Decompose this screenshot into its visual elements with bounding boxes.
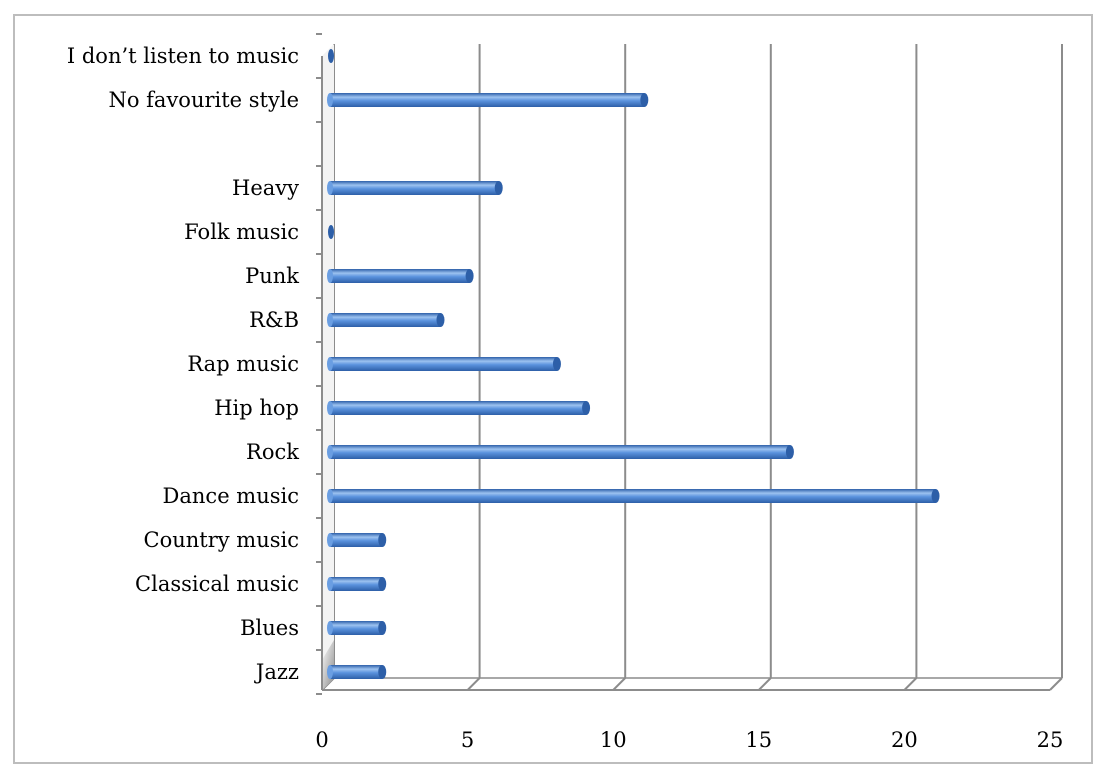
bar [327, 621, 387, 635]
bar-start-cap [327, 665, 333, 679]
bar-end-cap [378, 533, 387, 547]
category-label: Folk music [184, 220, 299, 244]
gridline-depth [612, 677, 626, 691]
x-tick-label: 10 [600, 728, 627, 752]
category-label: R&B [249, 308, 299, 332]
x-tick-label: 20 [891, 728, 918, 752]
category-label: Jazz [254, 660, 299, 684]
bar-zero-cap [328, 225, 334, 239]
category-label: Heavy [232, 176, 299, 200]
bar-start-cap [327, 533, 333, 547]
bar-end-cap [465, 269, 474, 283]
bar-body [330, 313, 441, 327]
category-label: Country music [144, 528, 299, 552]
bar-end-cap [378, 621, 387, 635]
category-label: Classical music [135, 572, 299, 596]
bar [327, 489, 940, 503]
category-label: I don’t listen to music [67, 44, 299, 68]
gridline-depth [1049, 677, 1063, 691]
bar-end-cap [582, 401, 591, 415]
bar-body [330, 533, 383, 547]
bar-end-cap [378, 665, 387, 679]
category-label: Blues [240, 616, 299, 640]
chart-frame [13, 14, 1093, 764]
bar-body [330, 357, 557, 371]
bar-start-cap [327, 621, 333, 635]
bar-end-cap [552, 357, 561, 371]
bar-start-cap [327, 93, 333, 107]
bar [327, 269, 474, 283]
gridline-depth [903, 677, 918, 691]
category-label: Dance music [163, 484, 299, 508]
category-label: Rock [246, 440, 299, 464]
bar [328, 225, 334, 239]
bar [327, 445, 794, 459]
bar-start-cap [327, 489, 333, 503]
bar [327, 665, 387, 679]
bar-body [330, 181, 499, 195]
category-labels: I don’t listen to music No favourite styl… [67, 44, 299, 684]
gridline-depth [758, 677, 772, 691]
bar-start-cap [327, 445, 333, 459]
bar-start-cap [327, 401, 333, 415]
category-label: Rap music [187, 352, 299, 376]
bar-start-cap [327, 577, 333, 591]
category-label: No favourite style [108, 88, 299, 112]
bars [327, 49, 940, 679]
bar [328, 49, 334, 63]
bar-body [330, 489, 936, 503]
category-label: Punk [245, 264, 299, 288]
bar-end-cap [494, 181, 503, 195]
bar-start-cap [327, 269, 333, 283]
bar-body [330, 401, 587, 415]
bar-body [330, 577, 383, 591]
bar-start-cap [327, 313, 333, 327]
bar-end-cap [931, 489, 940, 503]
category-label: Hip hop [214, 396, 299, 420]
bar [327, 181, 503, 195]
bar-end-cap [436, 313, 445, 327]
bar-end-cap [378, 577, 387, 591]
x-tick-label: 5 [461, 728, 474, 752]
bar-zero-cap [328, 49, 334, 63]
gridline-depth [466, 677, 481, 691]
bar-end-cap [785, 445, 794, 459]
bar-start-cap [327, 181, 333, 195]
x-tick-labels: 0 5 10 15 20 25 [315, 728, 1063, 752]
bar-body [330, 269, 470, 283]
bar [327, 401, 591, 415]
x-tick-label: 25 [1037, 728, 1064, 752]
bar [327, 313, 445, 327]
bar-end-cap [640, 93, 649, 107]
x-tick-label: 15 [745, 728, 772, 752]
bar [327, 357, 561, 371]
bar [327, 93, 649, 107]
x-tick-label: 0 [315, 728, 328, 752]
bar [327, 577, 387, 591]
bar-body [330, 445, 790, 459]
bar-body [330, 621, 383, 635]
bar-start-cap [327, 357, 333, 371]
bar-body [330, 665, 383, 679]
bar-body [330, 93, 645, 107]
bar [327, 533, 387, 547]
